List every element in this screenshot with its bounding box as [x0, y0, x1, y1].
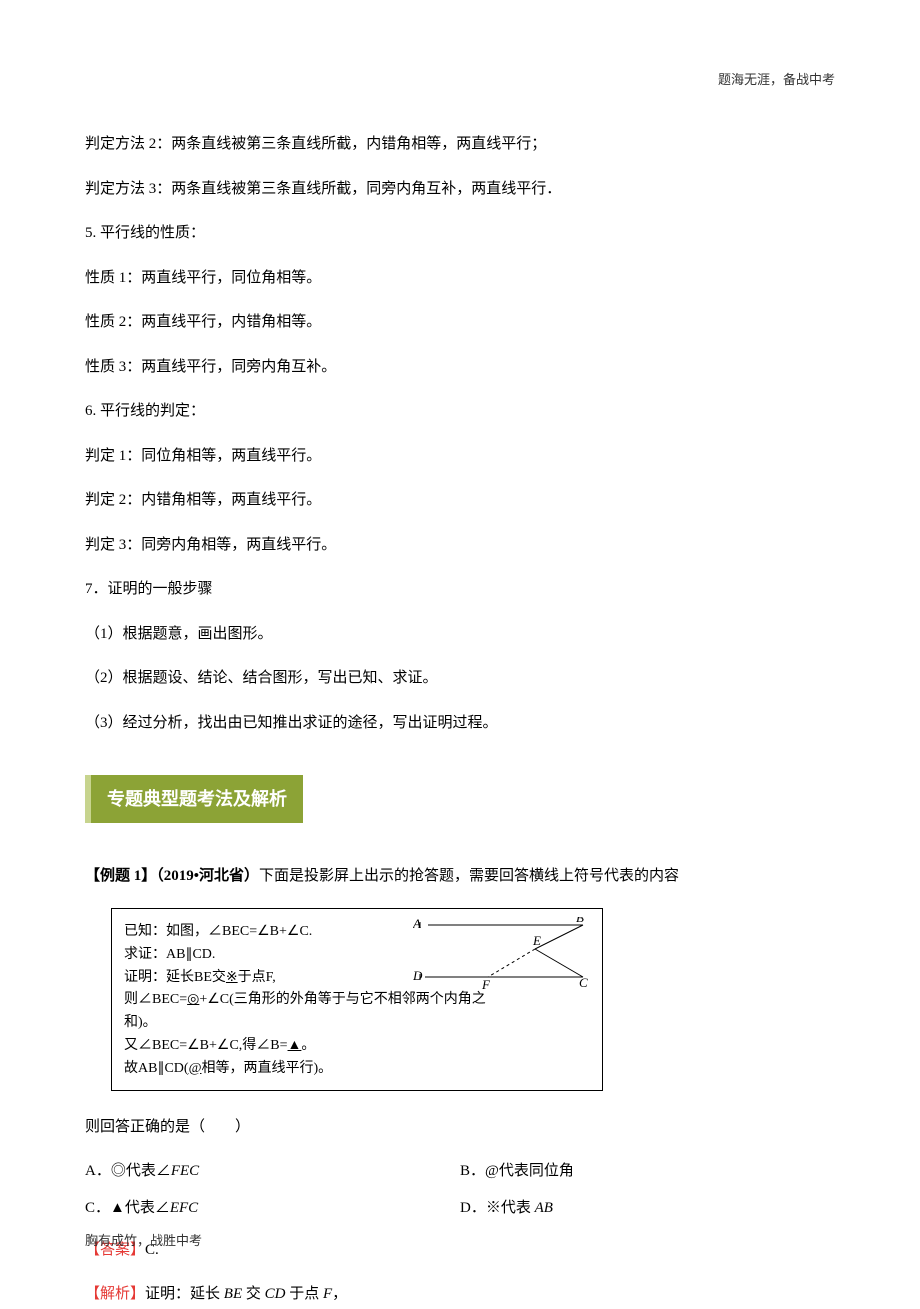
p7a: 故AB∥CD( — [124, 1061, 189, 1076]
problem-p7: 故AB∥CD( @ 相等，两直线平行)。 — [124, 1058, 424, 1080]
option-c: C．▲代表∠EFC — [85, 1195, 460, 1222]
option-a: A．◎代表∠FEC — [85, 1158, 460, 1185]
example-title-bold: 【例题 1】（2019•河北省） — [85, 868, 259, 884]
footer-left: 胸有成竹，战胜中考 — [85, 1229, 202, 1252]
example-title-rest: 下面是投影屏上出示的抢答题，需要回答横线上符号代表的内容 — [259, 868, 679, 884]
header-right: 题海无涯，备战中考 — [718, 68, 835, 91]
svg-text:B: B — [576, 917, 584, 925]
line-1: 判定方法 2：两条直线被第三条直线所截，内错角相等，两直线平行； — [85, 130, 835, 159]
svg-text:C: C — [579, 975, 588, 990]
line-11: 7．证明的一般步骤 — [85, 575, 835, 604]
analysis-t4: ， — [332, 1286, 347, 1302]
example-title: 【例题 1】（2019•河北省）下面是投影屏上出示的抢答题，需要回答横线上符号代… — [85, 863, 835, 890]
line-10: 判定 3：同旁内角相等，两直线平行。 — [85, 531, 835, 560]
geometry-diagram: A B C D E F — [413, 917, 588, 995]
line-5: 性质 2：两直线平行，内错角相等。 — [85, 308, 835, 337]
after-box-text: 则回答正确的是（ ） — [85, 1113, 835, 1142]
problem-p5: 和)。 — [124, 1012, 424, 1034]
problem-p2: 求证：AB∥CD. — [124, 944, 424, 966]
options-grid: A．◎代表∠FEC B．@代表同位角 C．▲代表∠EFC D．※代表 AB — [85, 1158, 835, 1222]
svg-text:E: E — [532, 933, 541, 948]
line-3: 5. 平行线的性质： — [85, 219, 835, 248]
p7b: 相等，两直线平行)。 — [201, 1061, 332, 1076]
analysis-t1: 证明：延长 — [145, 1286, 224, 1302]
opt-c-text: C．▲代表∠ — [85, 1200, 170, 1216]
analysis-it1: BE — [224, 1286, 242, 1302]
line-8: 判定 1：同位角相等，两直线平行。 — [85, 442, 835, 471]
analysis-t2: 交 — [242, 1286, 265, 1302]
line-9: 判定 2：内错角相等，两直线平行。 — [85, 486, 835, 515]
problem-p6: 又∠BEC=∠B+∠C,得∠B= ▲ 。 — [124, 1035, 424, 1057]
problem-p3: 证明：延长BE交 ※ 于点F, — [124, 967, 424, 989]
problem-text: 已知：如图，∠BEC=∠B+∠C. 求证：AB∥CD. 证明：延长BE交 ※ 于… — [124, 921, 424, 1079]
p3sym: ※ — [226, 967, 238, 989]
svg-text:F: F — [481, 977, 491, 992]
line-7: 6. 平行线的判定： — [85, 397, 835, 426]
p7sym: @ — [189, 1058, 202, 1080]
analysis-t3: 于点 — [285, 1286, 323, 1302]
problem-p1: 已知：如图，∠BEC=∠B+∠C. — [124, 921, 424, 943]
p3a: 证明：延长BE交 — [124, 970, 226, 985]
analysis-it3: F — [323, 1286, 332, 1302]
svg-text:A: A — [413, 917, 421, 931]
option-d: D．※代表 AB — [460, 1195, 835, 1222]
problem-box: 已知：如图，∠BEC=∠B+∠C. 求证：AB∥CD. 证明：延长BE交 ※ 于… — [111, 908, 603, 1091]
svg-text:D: D — [413, 968, 423, 983]
line-6: 性质 3：两直线平行，同旁内角互补。 — [85, 353, 835, 382]
opt-d-it: AB — [535, 1200, 553, 1216]
opt-a-it: FEC — [171, 1163, 199, 1179]
analysis-label: 【解析】 — [85, 1286, 145, 1302]
analysis-it2: CD — [265, 1286, 286, 1302]
p6end: 。 — [301, 1038, 315, 1053]
line-12: （1）根据题意，画出图形。 — [85, 620, 835, 649]
p4a: 则∠BEC= — [124, 992, 187, 1007]
analysis-line: 【解析】证明：延长 BE 交 CD 于点 F， — [85, 1280, 835, 1309]
line-13: （2）根据题设、结论、结合图形，写出已知、求证。 — [85, 664, 835, 693]
option-b: B．@代表同位角 — [460, 1158, 835, 1185]
opt-c-it: EFC — [170, 1200, 198, 1216]
line-14: （3）经过分析，找出由已知推出求证的途径，写出证明过程。 — [85, 709, 835, 738]
opt-a-text: A．◎代表∠ — [85, 1163, 171, 1179]
opt-d-text: D．※代表 — [460, 1200, 535, 1216]
p4sym: ◎ — [187, 989, 199, 1011]
section-banner: 专题典型题考法及解析 — [85, 775, 303, 823]
line-2: 判定方法 3：两条直线被第三条直线所截，同旁内角互补，两直线平行． — [85, 175, 835, 204]
p6sym: ▲ — [288, 1035, 302, 1057]
main-content: 判定方法 2：两条直线被第三条直线所截，内错角相等，两直线平行； 判定方法 3：… — [85, 130, 835, 1309]
p6a: 又∠BEC=∠B+∠C,得∠B= — [124, 1038, 288, 1053]
line-4: 性质 1：两直线平行，同位角相等。 — [85, 264, 835, 293]
p3b: 于点F, — [238, 970, 276, 985]
